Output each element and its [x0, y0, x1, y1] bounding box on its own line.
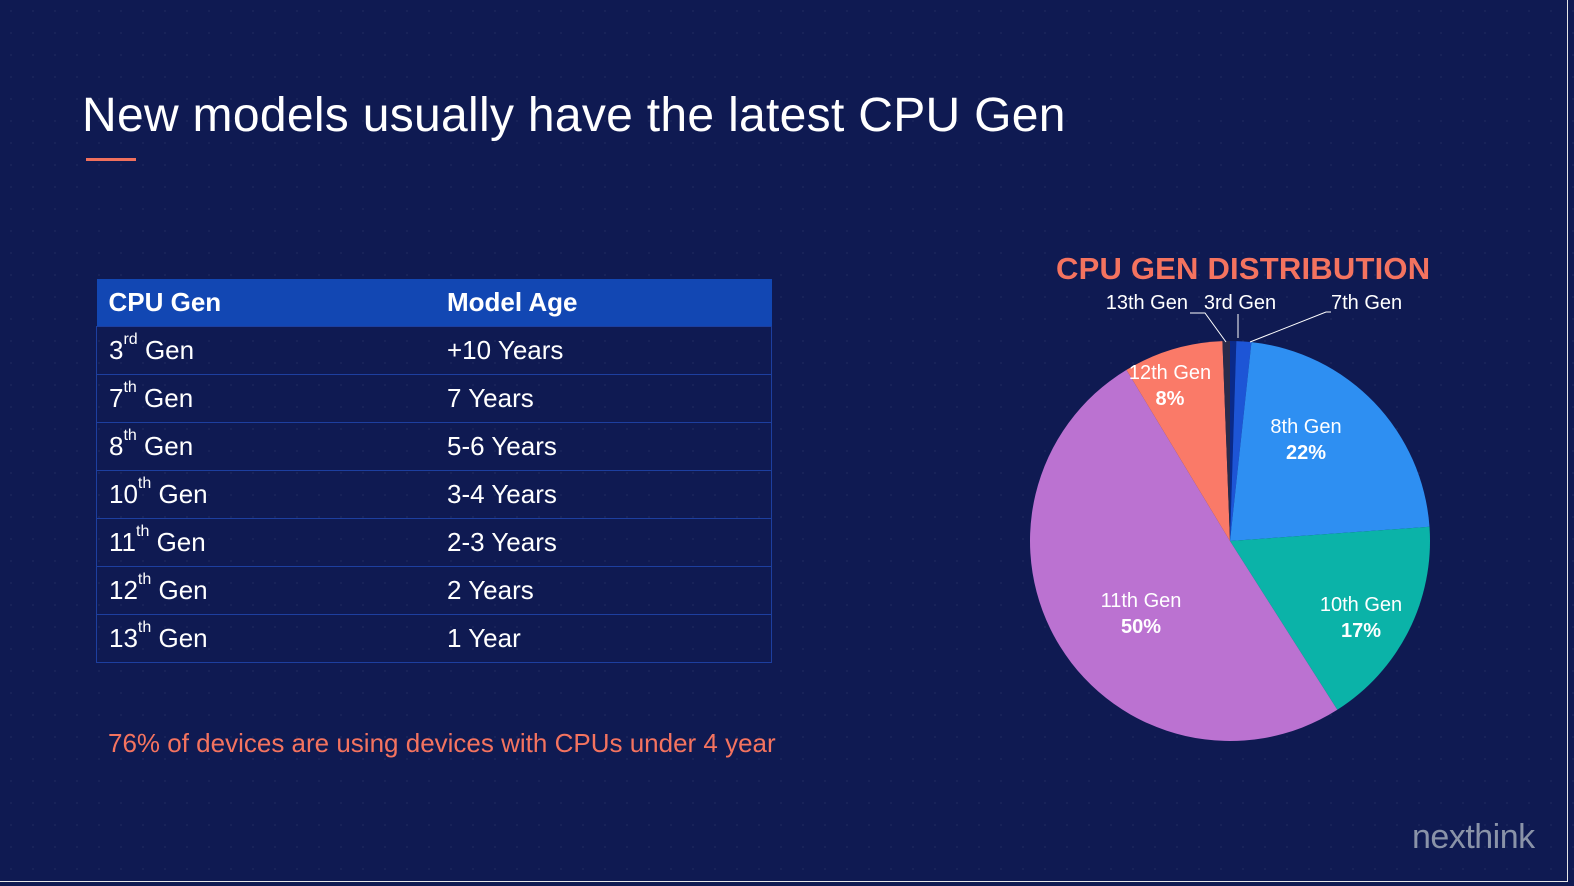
- gen-word: Gen: [144, 431, 194, 461]
- cell-cpu-gen: 10th Gen: [96, 470, 435, 519]
- cpu-gen-table: CPU Gen Model Age 3rd Gen +10 Years 7th Ge…: [96, 279, 772, 663]
- gen-word: Gen: [158, 623, 208, 653]
- cell-cpu-gen: 3rd Gen: [96, 326, 435, 375]
- gen-suffix: th: [137, 619, 152, 636]
- gen-suffix: th: [123, 379, 137, 396]
- gen-suffix: th: [123, 427, 137, 444]
- cell-cpu-gen: 12th Gen: [96, 566, 435, 615]
- footnote: 76% of devices are using devices with CP…: [108, 728, 776, 758]
- gen-suffix: th: [137, 475, 152, 492]
- gen-number: 3: [109, 335, 124, 365]
- table-row: 8th Gen 5-6 Years: [96, 422, 772, 471]
- cell-model-age: 5-6 Years: [435, 422, 772, 471]
- cell-cpu-gen: 13th Gen: [96, 614, 435, 663]
- cell-model-age: 2-3 Years: [435, 518, 772, 567]
- table-row: 12th Gen 2 Years: [96, 566, 772, 615]
- header-model-age: Model Age: [447, 287, 578, 317]
- table-row: 7th Gen 7 Years: [96, 374, 772, 423]
- cell-cpu-gen: 8th Gen: [96, 422, 435, 471]
- cell-cpu-gen: 7th Gen: [96, 374, 435, 423]
- gen-suffix: th: [137, 571, 152, 588]
- gen-word: Gen: [158, 479, 208, 509]
- cell-model-age: 3-4 Years: [435, 470, 772, 519]
- gen-suffix: rd: [123, 331, 138, 348]
- gen-suffix: th: [136, 523, 150, 540]
- gen-word: Gen: [158, 575, 208, 605]
- title-underline: [86, 158, 136, 161]
- gen-word: Gen: [144, 335, 195, 365]
- table-row: 11th Gen 2-3 Years: [96, 518, 772, 567]
- nexthink-logo: nexthink: [1412, 818, 1535, 856]
- cell-model-age: 2 Years: [435, 566, 772, 615]
- table-row: 10th Gen 3-4 Years: [96, 470, 772, 519]
- cell-cpu-gen: 11th Gen: [96, 518, 435, 567]
- gen-word: Gen: [156, 527, 206, 557]
- gen-number: 8: [109, 431, 124, 461]
- table-row: 3rd Gen +10 Years: [96, 326, 772, 375]
- gen-number: 7: [109, 383, 124, 413]
- gen-number: 13: [109, 623, 138, 653]
- table-body: 3rd Gen +10 Years 7th Gen 7 Years 8th Gen 5-6…: [96, 326, 772, 663]
- cell-model-age: +10 Years: [435, 326, 772, 375]
- table-row: 13th Gen 1 Year: [96, 614, 772, 663]
- chart-title: CPU GEN DISTRIBUTION: [1056, 251, 1431, 286]
- slide-title: New models usually have the latest CPU G…: [82, 89, 1066, 142]
- gen-number: 11: [109, 527, 136, 557]
- cell-model-age: 7 Years: [435, 374, 772, 423]
- table-header-row: CPU Gen Model Age: [96, 279, 772, 327]
- cell-model-age: 1 Year: [435, 614, 772, 663]
- header-cpu-gen: CPU Gen: [108, 287, 222, 317]
- gen-number: 10: [109, 479, 138, 509]
- gen-number: 12: [109, 575, 138, 605]
- gen-word: Gen: [144, 383, 194, 413]
